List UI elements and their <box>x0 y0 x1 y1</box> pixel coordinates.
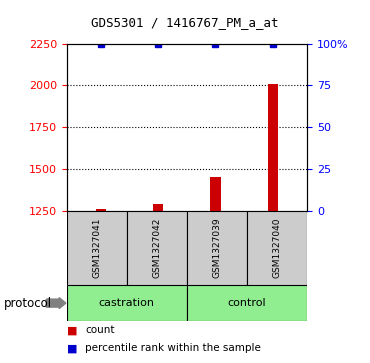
Text: GSM1327041: GSM1327041 <box>92 217 101 278</box>
Text: GSM1327042: GSM1327042 <box>152 217 161 278</box>
Bar <box>96 208 106 211</box>
Text: GSM1327039: GSM1327039 <box>212 217 221 278</box>
Bar <box>187 285 307 321</box>
Text: count: count <box>85 325 115 335</box>
Text: ■: ■ <box>67 325 77 335</box>
Text: castration: castration <box>99 298 155 308</box>
Bar <box>247 211 307 285</box>
Text: GSM1327040: GSM1327040 <box>273 217 282 278</box>
Bar <box>153 204 164 211</box>
Bar <box>187 211 247 285</box>
Bar <box>67 211 127 285</box>
Text: GDS5301 / 1416767_PM_a_at: GDS5301 / 1416767_PM_a_at <box>91 16 279 29</box>
Text: protocol: protocol <box>4 297 52 310</box>
Text: control: control <box>228 298 266 308</box>
Bar <box>268 83 278 211</box>
Text: percentile rank within the sample: percentile rank within the sample <box>85 343 261 354</box>
FancyArrow shape <box>46 298 66 309</box>
Bar <box>67 285 187 321</box>
Bar <box>210 177 221 211</box>
Text: ■: ■ <box>67 343 77 354</box>
Bar <box>127 211 187 285</box>
